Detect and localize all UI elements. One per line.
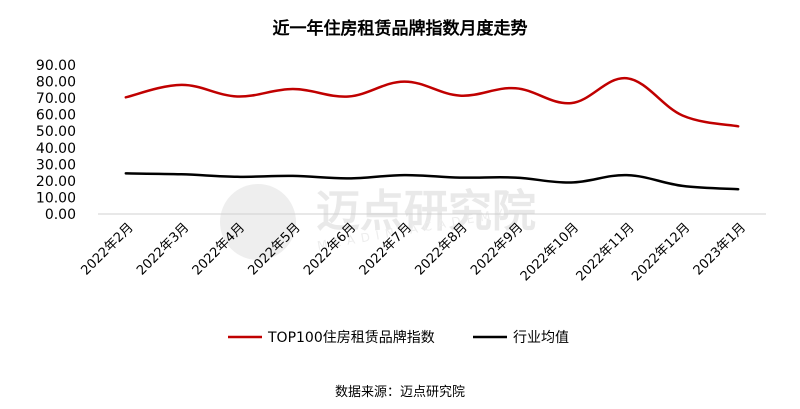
y-tick-label: 90.00: [36, 58, 76, 74]
data-point-1-4: [347, 176, 351, 180]
data-point-1-2: [235, 175, 239, 179]
data-point-1-10: [681, 184, 685, 188]
y-axis: 0.0010.0020.0030.0040.0050.0060.0070.008…: [36, 58, 76, 223]
x-tick-label: 2022年2月: [78, 220, 136, 278]
data-point-0-4: [347, 94, 351, 98]
data-point-1-8: [569, 181, 573, 185]
x-tick-label: 2023年1月: [691, 220, 749, 278]
legend-label-industry-avg: 行业均值: [513, 330, 569, 346]
y-tick-label: 70.00: [36, 91, 76, 107]
legend: TOP100住房租赁品牌指数 行业均值: [228, 329, 569, 346]
data-point-0-9: [625, 76, 629, 80]
series-line-1: [124, 172, 740, 191]
watermark: 迈点研究院 MEADIN ACADEMY: [220, 184, 536, 260]
y-tick-label: 50.00: [36, 124, 76, 140]
data-point-0-6: [458, 94, 462, 98]
chart-title: 近一年住房租赁品牌指数月度走势: [273, 18, 528, 39]
data-point-0-11: [736, 124, 740, 128]
y-tick-label: 80.00: [36, 75, 76, 91]
series-group: [124, 76, 740, 191]
x-tick-label: 2022年3月: [134, 220, 192, 278]
data-point-0-8: [569, 101, 573, 105]
y-tick-label: 10.00: [36, 190, 76, 206]
data-point-1-0: [124, 171, 128, 175]
data-point-1-1: [180, 172, 184, 176]
data-point-1-3: [291, 174, 295, 178]
data-point-0-0: [124, 95, 128, 99]
data-point-0-5: [402, 80, 406, 84]
legend-label-top100: TOP100住房租赁品牌指数: [267, 329, 435, 346]
data-point-0-2: [235, 94, 239, 98]
data-point-0-10: [681, 113, 685, 117]
y-tick-label: 20.00: [36, 174, 76, 190]
series-line-0: [124, 76, 740, 128]
data-point-1-11: [736, 187, 740, 191]
source-note: 数据来源：迈点研究院: [335, 385, 465, 400]
data-point-1-7: [514, 176, 518, 180]
y-tick-label: 60.00: [36, 108, 76, 124]
y-tick-label: 0.00: [45, 207, 76, 223]
x-tick-label: 2022年11月: [574, 220, 638, 284]
x-tick-label: 2022年12月: [629, 220, 693, 284]
watermark-logo-icon: [220, 184, 296, 260]
data-point-0-3: [291, 87, 295, 91]
data-point-0-1: [180, 83, 184, 87]
data-point-1-5: [402, 173, 406, 177]
x-axis: 2022年2月2022年3月2022年4月2022年5月2022年6月2022年…: [78, 220, 749, 284]
y-tick-label: 40.00: [36, 141, 76, 157]
data-point-0-7: [514, 86, 518, 90]
data-point-1-6: [458, 176, 462, 180]
data-point-1-9: [625, 173, 629, 177]
watermark-name: 迈点研究院: [316, 186, 536, 237]
y-tick-label: 30.00: [36, 157, 76, 173]
